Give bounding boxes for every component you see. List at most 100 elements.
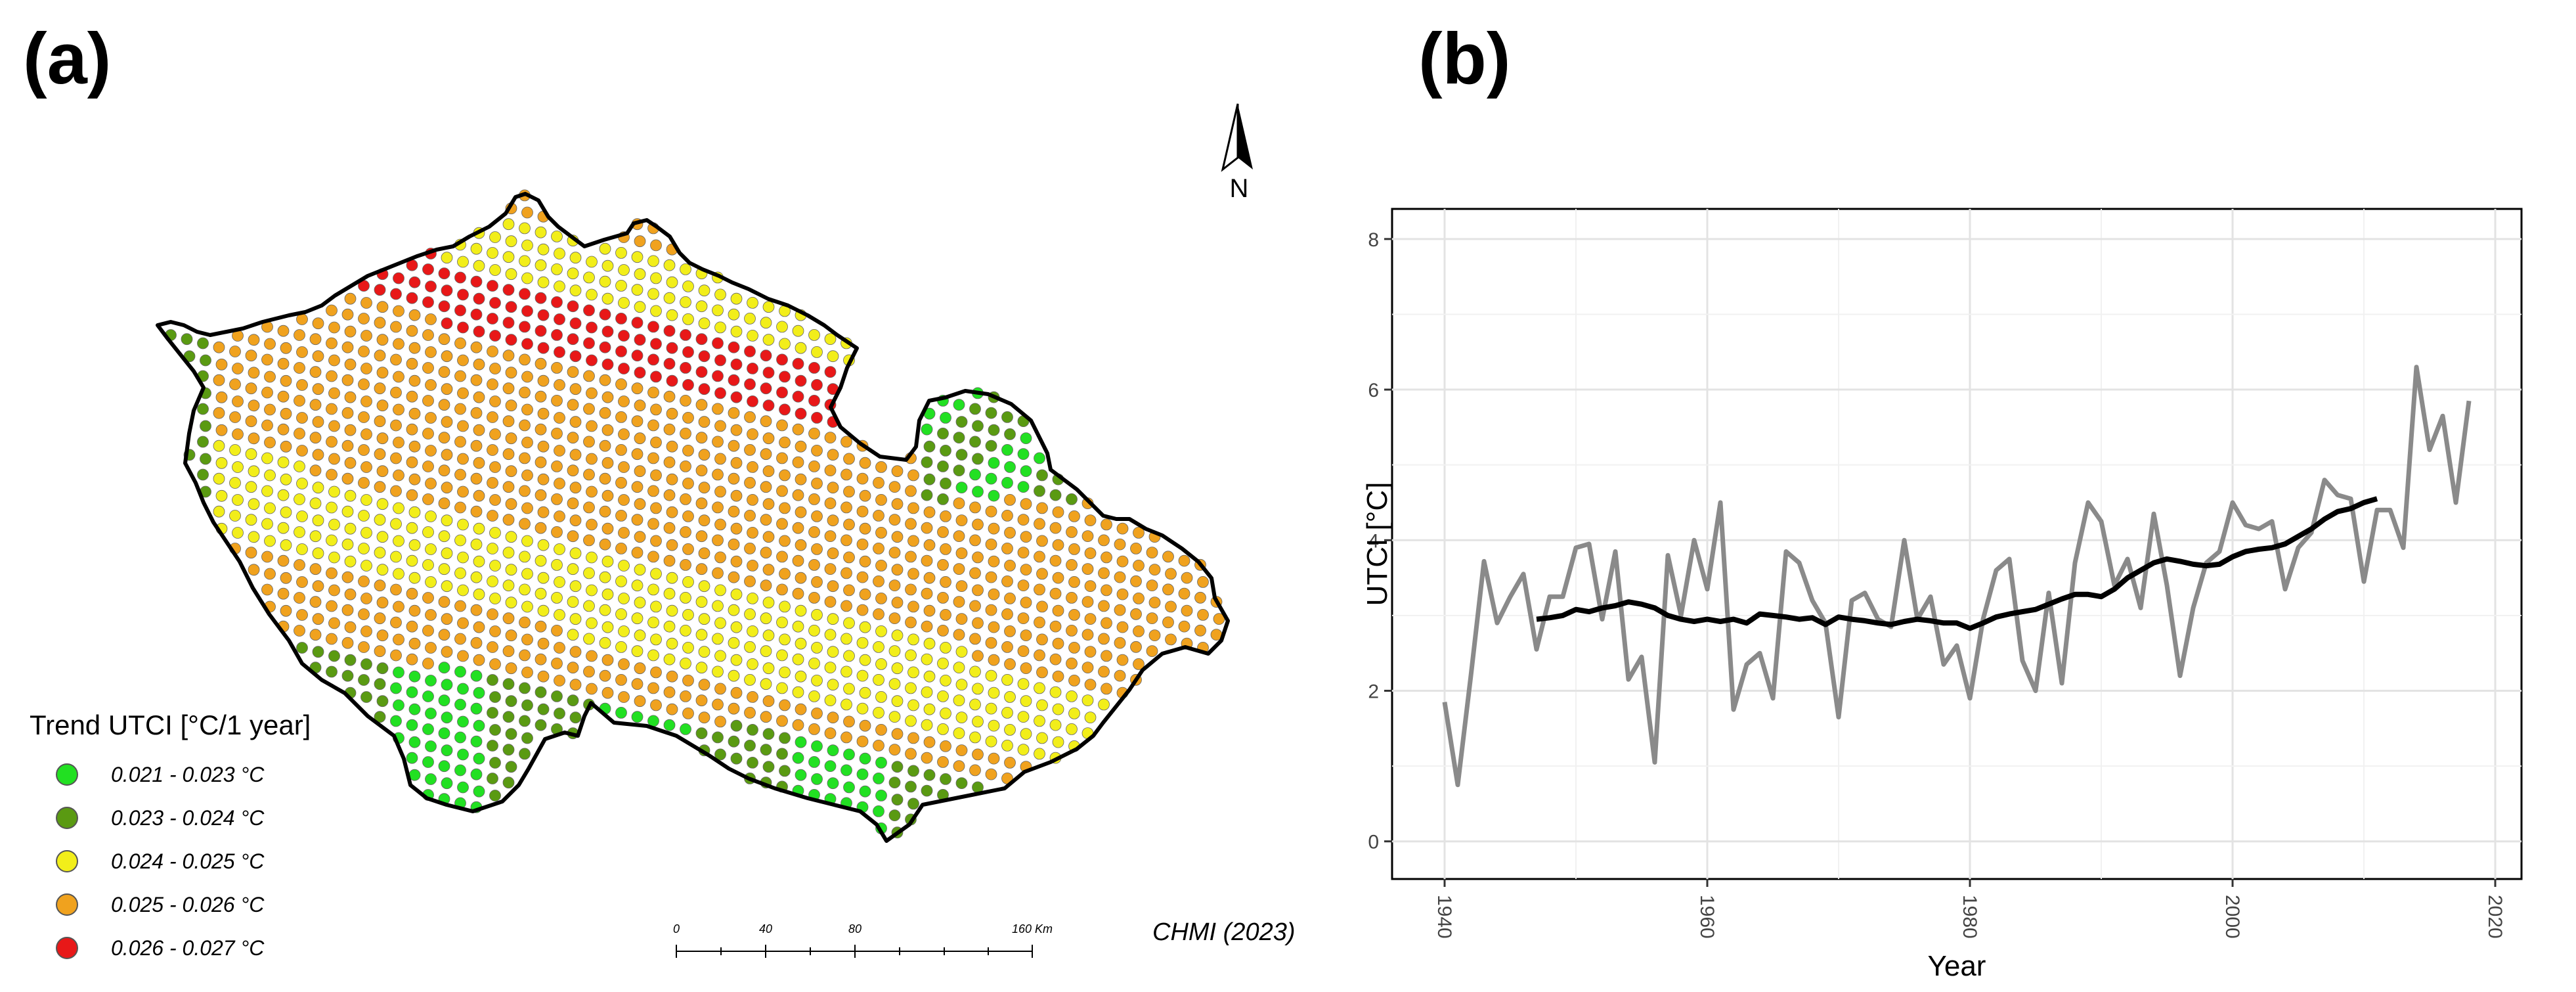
map-dot xyxy=(599,407,611,419)
map-dot xyxy=(441,284,453,297)
map-dot xyxy=(505,268,517,281)
map-dot xyxy=(905,485,917,497)
map-dot xyxy=(940,478,951,489)
map-dot xyxy=(422,461,434,472)
map-dot xyxy=(859,457,871,469)
map-dot xyxy=(843,485,855,498)
map-dot xyxy=(326,403,338,415)
map-dot xyxy=(248,399,260,412)
map-dot xyxy=(1081,694,1094,706)
map-dot xyxy=(795,572,807,584)
map-dot xyxy=(280,374,292,387)
map-dot xyxy=(554,609,565,621)
x-tick-label: 2000 xyxy=(2221,895,2243,939)
map-dot xyxy=(554,675,565,687)
map-dot xyxy=(438,694,450,707)
map-dot xyxy=(489,494,501,506)
map-dot xyxy=(341,440,354,452)
map-dot xyxy=(875,658,887,670)
map-dot xyxy=(344,325,357,338)
map-dot xyxy=(907,469,919,482)
map-dot xyxy=(698,514,710,527)
map-dot xyxy=(554,379,565,391)
map-dot xyxy=(891,794,904,806)
map-dot xyxy=(776,419,788,432)
map-dot xyxy=(940,642,951,654)
map-dot xyxy=(631,579,644,592)
map-dot xyxy=(792,719,804,731)
map-dot xyxy=(390,353,402,366)
map-dot xyxy=(1036,633,1048,646)
map-dot xyxy=(744,641,756,653)
map-dot xyxy=(1066,493,1078,505)
map-dot xyxy=(393,600,404,613)
map-dot xyxy=(583,534,595,547)
map-dot xyxy=(457,584,469,597)
map-dot xyxy=(744,411,756,423)
map-dot xyxy=(779,568,791,580)
map-dot xyxy=(425,642,437,654)
map-dot xyxy=(747,527,758,539)
map-dot xyxy=(940,510,951,522)
map-dot xyxy=(200,420,211,432)
map-dot xyxy=(1098,665,1110,678)
map-dot xyxy=(714,288,726,301)
map-dot xyxy=(923,572,936,584)
map-dot xyxy=(856,702,869,715)
map-dot xyxy=(408,276,421,288)
map-dot xyxy=(1017,514,1030,526)
map-dot xyxy=(1101,650,1112,662)
map-dot xyxy=(1001,641,1013,653)
map-dot xyxy=(457,387,469,399)
country-outline xyxy=(156,192,1230,843)
map-dot xyxy=(923,736,936,748)
map-dot xyxy=(650,239,662,252)
map-dot xyxy=(294,559,305,571)
map-dot xyxy=(521,732,533,744)
map-dot xyxy=(631,612,644,625)
map-dot xyxy=(698,711,710,724)
map-dot xyxy=(840,534,852,547)
map-dot xyxy=(969,665,981,678)
map-dot xyxy=(712,534,724,547)
map-dot xyxy=(441,449,453,461)
map-dot xyxy=(551,230,563,242)
map-dot xyxy=(1020,728,1032,740)
map-dot xyxy=(406,456,418,468)
map-dot xyxy=(569,580,582,593)
map-dot xyxy=(502,448,515,461)
map-dot xyxy=(631,317,644,329)
map-dot xyxy=(1004,494,1016,506)
map-dot xyxy=(551,461,563,472)
map-dot xyxy=(601,325,614,338)
map-dot xyxy=(406,686,418,698)
map-dot xyxy=(730,621,743,633)
map-dot xyxy=(473,588,485,600)
map-dot xyxy=(1001,740,1013,752)
map-dot xyxy=(296,346,308,358)
map-dot xyxy=(762,465,775,478)
map-dot xyxy=(840,665,852,678)
map-dot xyxy=(776,583,788,596)
map-dot xyxy=(441,777,453,790)
map-dot xyxy=(374,382,386,395)
map-dot xyxy=(280,604,292,617)
map-dot xyxy=(698,284,710,297)
map-dot xyxy=(502,777,515,789)
map-dot xyxy=(698,679,710,691)
map-dot xyxy=(647,452,659,464)
map-dot xyxy=(762,301,775,313)
map-dot xyxy=(953,432,965,443)
map-dot xyxy=(955,711,968,723)
map-dot xyxy=(441,350,453,363)
map-dot xyxy=(714,321,726,334)
map-dot xyxy=(988,654,1000,666)
y-axis-label: UTCI [°C] xyxy=(1361,482,1393,606)
map-dot xyxy=(1066,723,1078,735)
map-dot xyxy=(988,424,1000,436)
map-dot xyxy=(374,678,386,690)
map-dot xyxy=(344,424,357,436)
map-dot xyxy=(840,501,852,514)
map-dot xyxy=(843,584,855,597)
map-dot xyxy=(1052,572,1064,584)
